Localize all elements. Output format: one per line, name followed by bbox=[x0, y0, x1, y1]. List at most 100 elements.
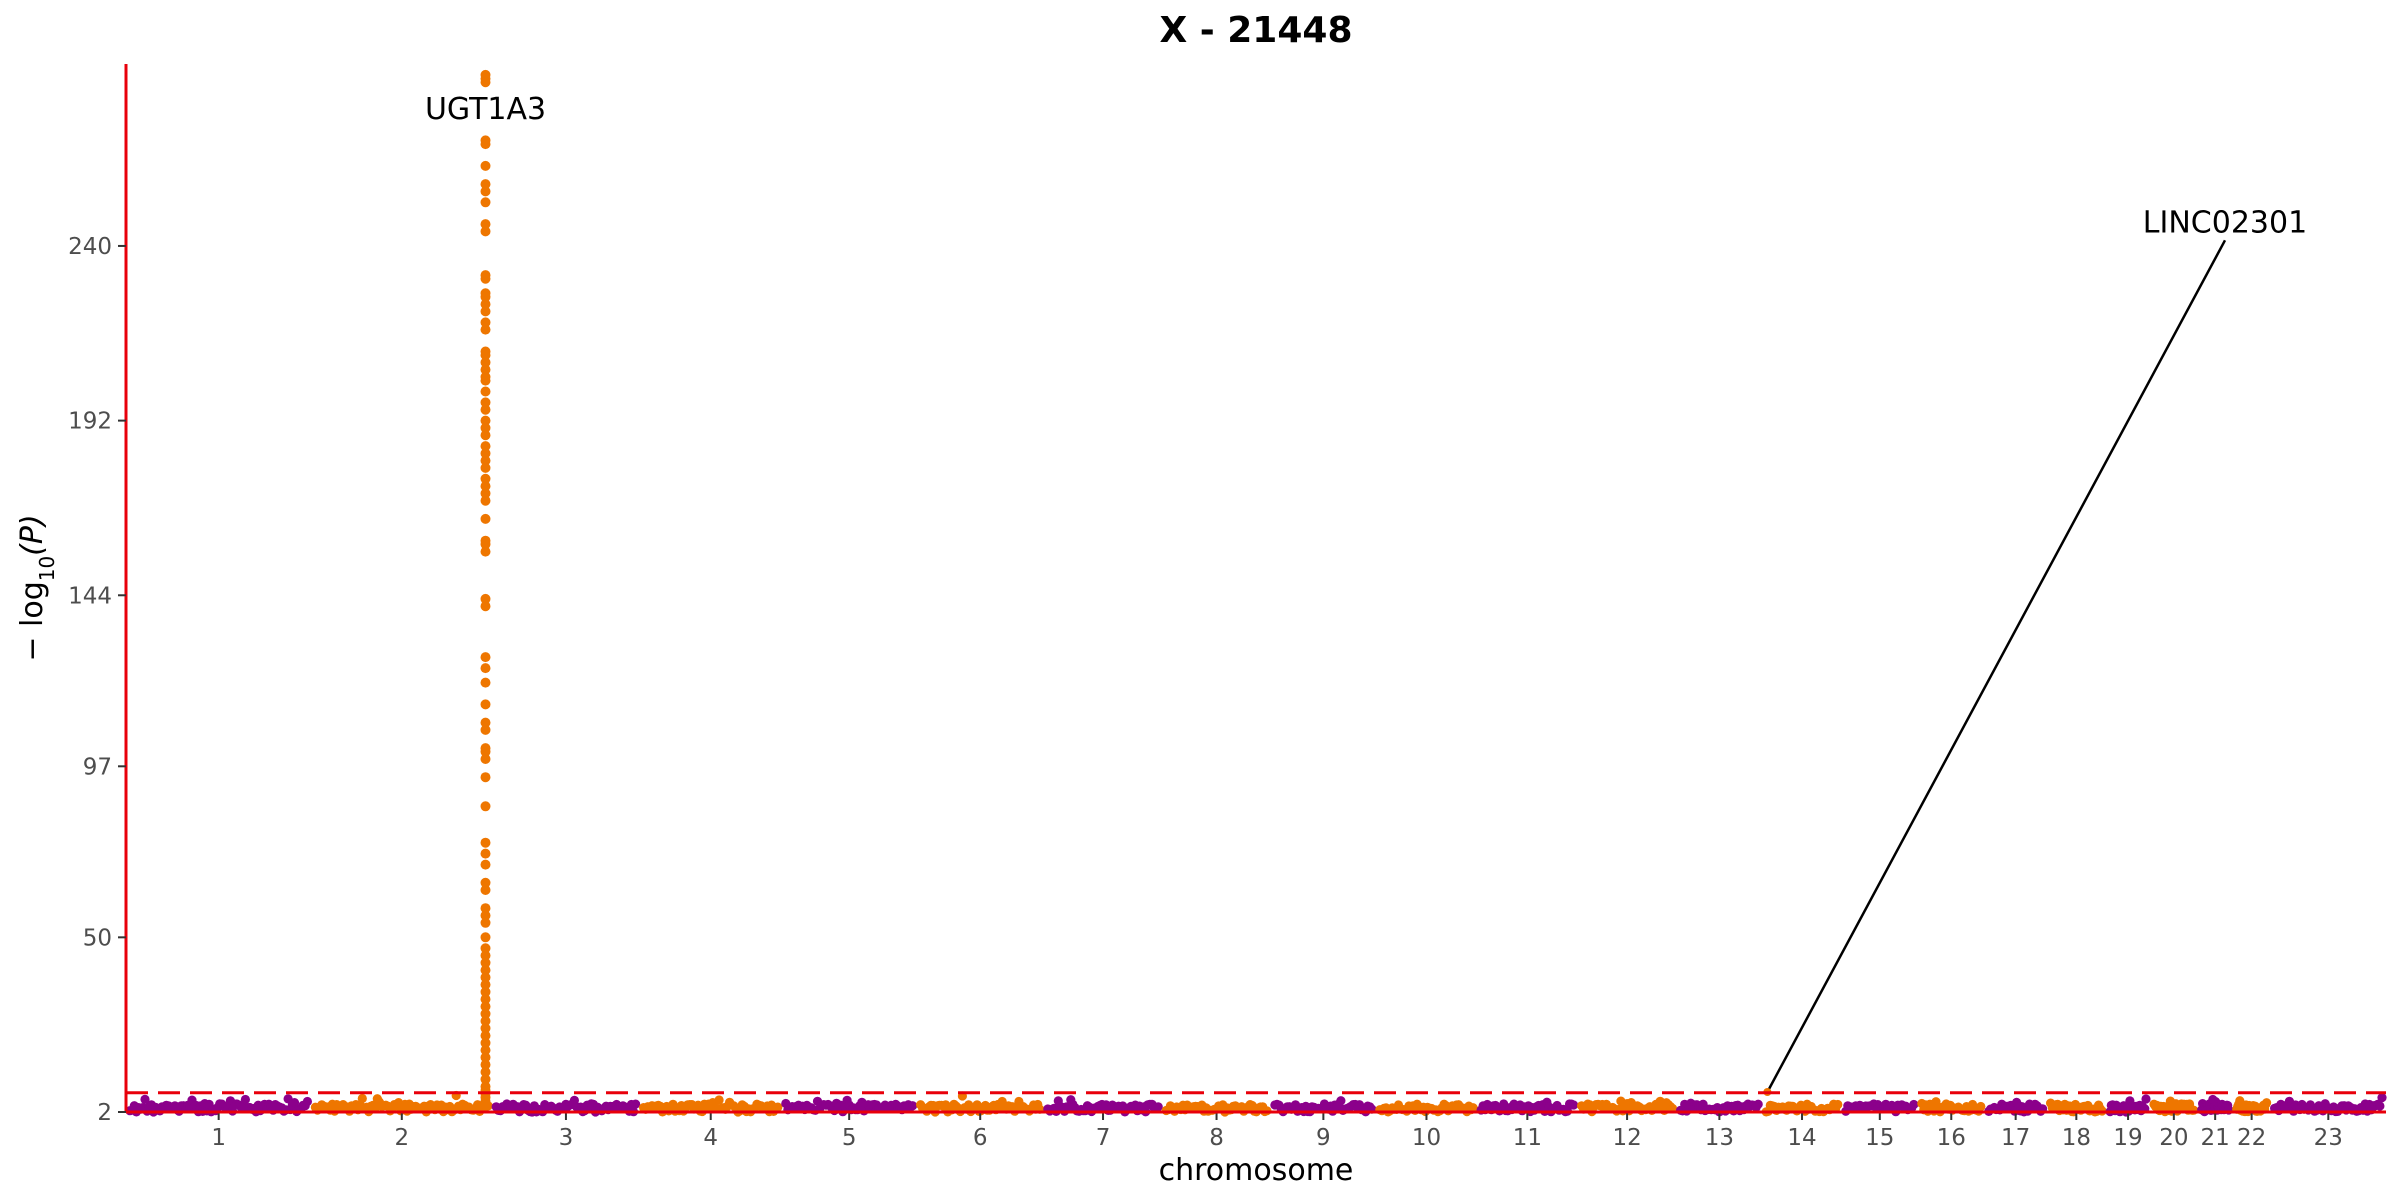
x-tick-label-chr15: 15 bbox=[1865, 1125, 1894, 1151]
peak-point bbox=[480, 160, 491, 171]
peak-point bbox=[480, 324, 491, 335]
y-tick-label: 97 bbox=[83, 754, 112, 780]
peak-point bbox=[480, 663, 491, 674]
x-tick-label-chr1: 1 bbox=[211, 1125, 226, 1151]
x-tick-label-chr18: 18 bbox=[2062, 1125, 2091, 1151]
peak-point bbox=[480, 677, 491, 688]
snp-point bbox=[714, 1095, 724, 1105]
snp-point bbox=[1976, 1101, 1986, 1112]
peak-point bbox=[480, 139, 491, 150]
peak-point bbox=[480, 699, 491, 710]
x-tick-label-chr5: 5 bbox=[842, 1125, 857, 1151]
peak-point bbox=[480, 226, 491, 237]
peak-point bbox=[480, 357, 491, 368]
peak-point bbox=[480, 772, 491, 783]
peak-point bbox=[480, 885, 491, 895]
peak-point bbox=[480, 994, 491, 1005]
peak-point bbox=[480, 1001, 491, 1012]
snp-point bbox=[1336, 1096, 1346, 1106]
peak-point bbox=[480, 513, 491, 524]
y-tick-label: 144 bbox=[68, 583, 112, 609]
peak-point bbox=[480, 488, 491, 499]
peak-point bbox=[480, 179, 491, 190]
x-tick-label-chr13: 13 bbox=[1705, 1125, 1734, 1151]
peak-point bbox=[480, 601, 491, 612]
peak-point bbox=[480, 950, 491, 961]
snp-point bbox=[240, 1094, 250, 1105]
peak-point bbox=[480, 746, 491, 757]
peak-point bbox=[480, 837, 491, 848]
peak-point bbox=[480, 754, 491, 764]
peak-point bbox=[480, 495, 491, 506]
x-tick-label-chr22: 22 bbox=[2237, 1125, 2266, 1151]
peak-point bbox=[480, 724, 491, 735]
peak-point bbox=[480, 317, 491, 328]
peak-point bbox=[480, 1059, 491, 1070]
snp-point bbox=[357, 1093, 367, 1104]
peak-point bbox=[480, 306, 491, 317]
peak-point bbox=[480, 1045, 491, 1056]
y-tick-label: 240 bbox=[68, 234, 112, 260]
peak-point bbox=[480, 386, 491, 397]
gene-label-ugt1a3: UGT1A3 bbox=[425, 92, 546, 127]
peak-point bbox=[480, 415, 491, 426]
y-axis-title: − log10(P) bbox=[15, 514, 59, 661]
peak-point bbox=[480, 441, 491, 452]
x-tick-label-chr8: 8 bbox=[1209, 1125, 1224, 1151]
peak-point bbox=[480, 932, 491, 943]
x-tick-label-chr16: 16 bbox=[1937, 1125, 1966, 1151]
peak-point bbox=[480, 593, 491, 604]
peak-point bbox=[480, 539, 491, 550]
peak-point bbox=[480, 273, 491, 284]
peak-point bbox=[480, 877, 491, 888]
snp-point bbox=[1569, 1100, 1579, 1110]
peak-point bbox=[480, 1016, 491, 1026]
peak-point bbox=[480, 965, 491, 976]
snp-point bbox=[1909, 1099, 1919, 1110]
peak-point bbox=[480, 1074, 491, 1085]
x-tick-label-chr21: 21 bbox=[2201, 1125, 2230, 1151]
snp-point bbox=[773, 1102, 783, 1112]
peak-point bbox=[480, 972, 491, 983]
peak-point bbox=[480, 291, 491, 302]
snp-point bbox=[2377, 1093, 2387, 1103]
y-tick-label: 2 bbox=[97, 1100, 112, 1126]
peak-point bbox=[480, 1023, 491, 1034]
peak-point bbox=[480, 197, 491, 208]
peak-point bbox=[480, 903, 491, 914]
x-tick-label-chr6: 6 bbox=[973, 1125, 988, 1151]
peak-point bbox=[480, 652, 491, 663]
peak-point bbox=[480, 801, 491, 812]
peak-point bbox=[480, 957, 491, 968]
peak-point bbox=[480, 299, 491, 310]
peak-point bbox=[480, 455, 491, 466]
peak-point bbox=[480, 219, 491, 230]
y-axis-title-sub: 10 bbox=[35, 556, 59, 581]
axes-layer: 1 2 3 4 5 6 7 8 9 10 11 12 13 14 15 16 17 18 19 20 21 22 23250… bbox=[68, 64, 2386, 1151]
peak-point bbox=[480, 979, 491, 990]
peak-point bbox=[480, 77, 491, 88]
x-tick-label-chr12: 12 bbox=[1612, 1125, 1641, 1151]
peak-point bbox=[480, 430, 491, 441]
x-tick-label-chr11: 11 bbox=[1513, 1125, 1542, 1151]
x-tick-label-chr9: 9 bbox=[1316, 1125, 1331, 1151]
snp-point bbox=[2375, 1101, 2385, 1111]
peak-point bbox=[480, 404, 491, 415]
peak-point bbox=[480, 943, 491, 954]
peak-point bbox=[480, 986, 491, 997]
peak-point bbox=[480, 717, 491, 728]
snp-point bbox=[908, 1101, 918, 1111]
annotation-connector-line bbox=[1766, 239, 2227, 1093]
gene-label-linc02301: LINC02301 bbox=[2143, 205, 2307, 240]
peak-point bbox=[480, 910, 491, 921]
chart-title: X - 21448 bbox=[1159, 10, 1352, 51]
annotation-layer: UGT1A3 LINC02301 bbox=[425, 92, 2307, 1096]
peak-point bbox=[480, 546, 491, 557]
snp-point bbox=[1833, 1099, 1843, 1110]
peak-point bbox=[480, 848, 491, 859]
y-tick-label: 192 bbox=[68, 409, 112, 435]
y-tick-label: 50 bbox=[83, 925, 112, 951]
x-tick-label-chr14: 14 bbox=[1787, 1125, 1816, 1151]
